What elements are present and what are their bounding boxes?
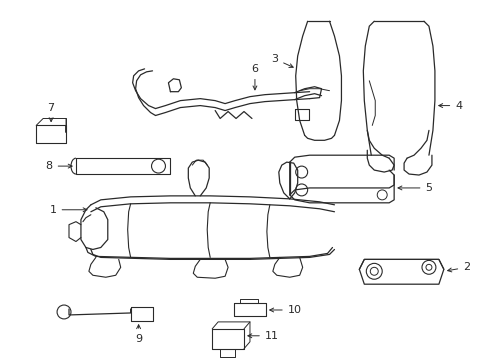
Text: 5: 5 — [397, 183, 431, 193]
Text: 10: 10 — [269, 305, 301, 315]
Text: 8: 8 — [45, 161, 72, 171]
Text: 2: 2 — [447, 262, 469, 272]
Text: 11: 11 — [247, 331, 278, 341]
Text: 7: 7 — [47, 103, 55, 122]
Text: 4: 4 — [438, 100, 461, 111]
Text: 3: 3 — [271, 54, 293, 67]
Text: 6: 6 — [251, 64, 258, 90]
Text: 9: 9 — [135, 325, 142, 344]
Text: 1: 1 — [49, 205, 87, 215]
